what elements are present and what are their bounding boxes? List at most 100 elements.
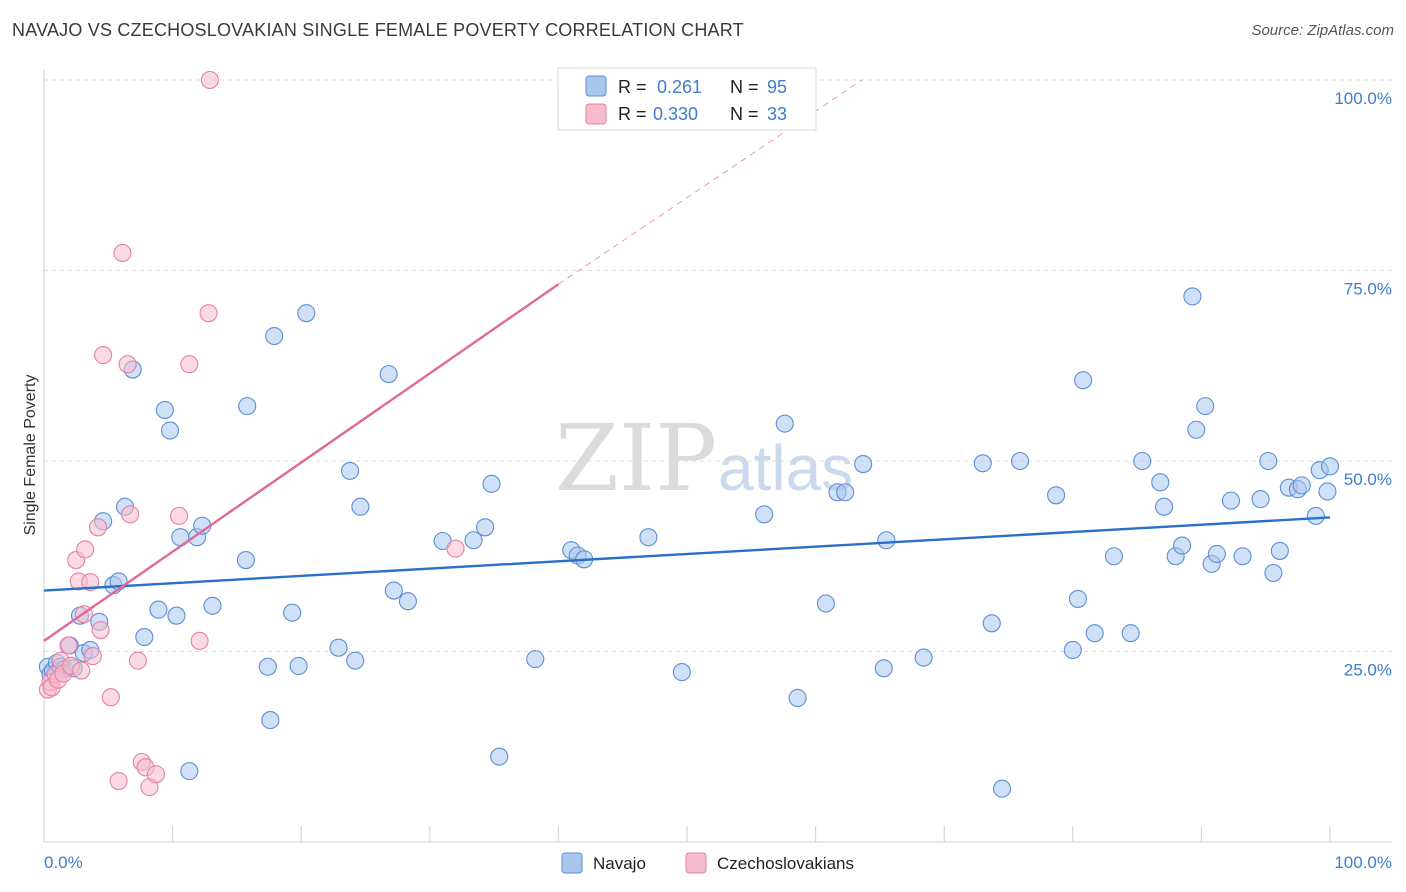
- y-tick-labels: 25.0% 50.0% 75.0% 100.0%: [1334, 89, 1392, 680]
- legend-n-label-czech: N =: [730, 104, 759, 124]
- navajo-point: [1251, 490, 1270, 509]
- chart-source: Source: ZipAtlas.com: [1251, 22, 1394, 39]
- navajo-point: [1187, 420, 1206, 439]
- czech-point: [76, 540, 95, 559]
- navajo-point: [1085, 624, 1104, 643]
- czech-point: [59, 636, 78, 655]
- czech-point: [101, 688, 120, 707]
- series-navajo-points: [38, 287, 1340, 798]
- navajo-point: [1047, 486, 1066, 505]
- navajo-point: [384, 581, 403, 600]
- stats-legend: R = 0.261 N = 95 R = 0.330 N = 33: [557, 67, 817, 131]
- navajo-point: [1292, 476, 1311, 495]
- czech-point: [121, 505, 140, 524]
- czech-point: [199, 304, 218, 323]
- czech-trend-extension: [558, 79, 863, 285]
- x-tick-label-min: 0.0%: [44, 853, 83, 872]
- navajo-point: [464, 531, 483, 550]
- navajo-point: [265, 326, 284, 346]
- czech-point: [146, 765, 165, 784]
- czech-point: [128, 651, 147, 670]
- x-ticks: [43, 826, 1331, 842]
- navajo-point: [526, 650, 545, 669]
- navajo-point: [149, 600, 168, 619]
- navajo-point: [1151, 473, 1170, 492]
- navajo-point: [1104, 547, 1124, 566]
- navajo-point: [1121, 624, 1140, 643]
- navajo-point: [329, 638, 348, 657]
- navajo-point: [289, 656, 308, 676]
- y-tick-label: 100.0%: [1334, 89, 1392, 108]
- bottom-legend-swatch-czech: [685, 852, 707, 874]
- czech-point: [113, 243, 132, 263]
- watermark-zip: ZIP: [555, 405, 717, 512]
- y-axis-label: Single Female Poverty: [22, 375, 39, 536]
- navajo-point: [379, 365, 398, 384]
- navajo-point: [1233, 547, 1252, 566]
- navajo-point: [816, 594, 835, 613]
- navajo-point: [283, 603, 302, 622]
- legend-n-value-czech: 33: [767, 104, 787, 124]
- navajo-trend-line: [43, 516, 1331, 592]
- y-tick-label: 75.0%: [1344, 280, 1392, 299]
- czech-point: [118, 355, 137, 374]
- navajo-point: [755, 505, 774, 524]
- x-tick-label-max: 100.0%: [1334, 853, 1392, 872]
- chart-title: NAVAJO VS CZECHOSLOVAKIAN SINGLE FEMALE …: [12, 20, 744, 40]
- legend-r-value-czech: 0.330: [653, 104, 698, 124]
- navajo-point: [1207, 544, 1226, 564]
- navajo-point: [398, 592, 417, 611]
- y-tick-label: 25.0%: [1344, 661, 1392, 680]
- czech-point: [94, 346, 113, 365]
- navajo-point: [135, 627, 154, 647]
- navajo-point: [1011, 451, 1030, 471]
- navajo-point: [1183, 287, 1202, 306]
- navajo-point: [238, 397, 257, 416]
- watermark: ZIP atlas: [555, 405, 853, 512]
- navajo-point: [836, 483, 855, 502]
- legend-n-value-navajo: 95: [767, 77, 787, 97]
- navajo-point: [914, 648, 933, 667]
- czech-point: [72, 661, 91, 680]
- y-tick-label: 50.0%: [1344, 470, 1392, 489]
- czech-trend-line: [43, 283, 560, 642]
- czech-point: [91, 621, 110, 640]
- czech-point: [169, 506, 189, 525]
- navajo-point: [346, 651, 365, 670]
- navajo-point: [854, 454, 873, 474]
- bottom-legend-swatch-navajo: [561, 852, 583, 874]
- navajo-point: [203, 596, 222, 615]
- navajo-point: [672, 663, 691, 682]
- navajo-point: [1221, 491, 1241, 510]
- bottom-legend-label-czech: Czechoslovakians: [717, 854, 854, 873]
- navajo-point: [482, 474, 501, 493]
- navajo-point: [351, 497, 370, 516]
- navajo-point: [261, 711, 280, 730]
- navajo-point: [1259, 451, 1278, 471]
- navajo-point: [1196, 397, 1215, 416]
- czech-point: [190, 631, 209, 650]
- navajo-point: [160, 421, 180, 440]
- czech-point: [446, 539, 465, 558]
- navajo-point: [1063, 640, 1082, 660]
- legend-r-label-navajo: R =: [618, 77, 647, 97]
- navajo-point: [297, 304, 316, 323]
- legend-swatch-czech: [585, 103, 607, 125]
- bottom-legend-label-navajo: Navajo: [593, 854, 646, 873]
- navajo-point: [236, 551, 255, 570]
- series-czech-points: [38, 70, 465, 797]
- trend-lines: [43, 79, 1331, 642]
- legend-r-value-navajo: 0.261: [657, 77, 702, 97]
- navajo-point: [1320, 457, 1340, 476]
- navajo-point: [476, 518, 495, 537]
- legend-swatch-navajo: [585, 75, 607, 97]
- czech-point: [81, 573, 100, 592]
- series-legend: Navajo Czechoslovakians: [561, 852, 854, 874]
- navajo-point: [1155, 497, 1174, 516]
- czech-point: [180, 355, 199, 374]
- navajo-point: [258, 657, 277, 676]
- navajo-point: [877, 531, 896, 550]
- navajo-point: [1306, 506, 1325, 525]
- navajo-point: [639, 528, 658, 547]
